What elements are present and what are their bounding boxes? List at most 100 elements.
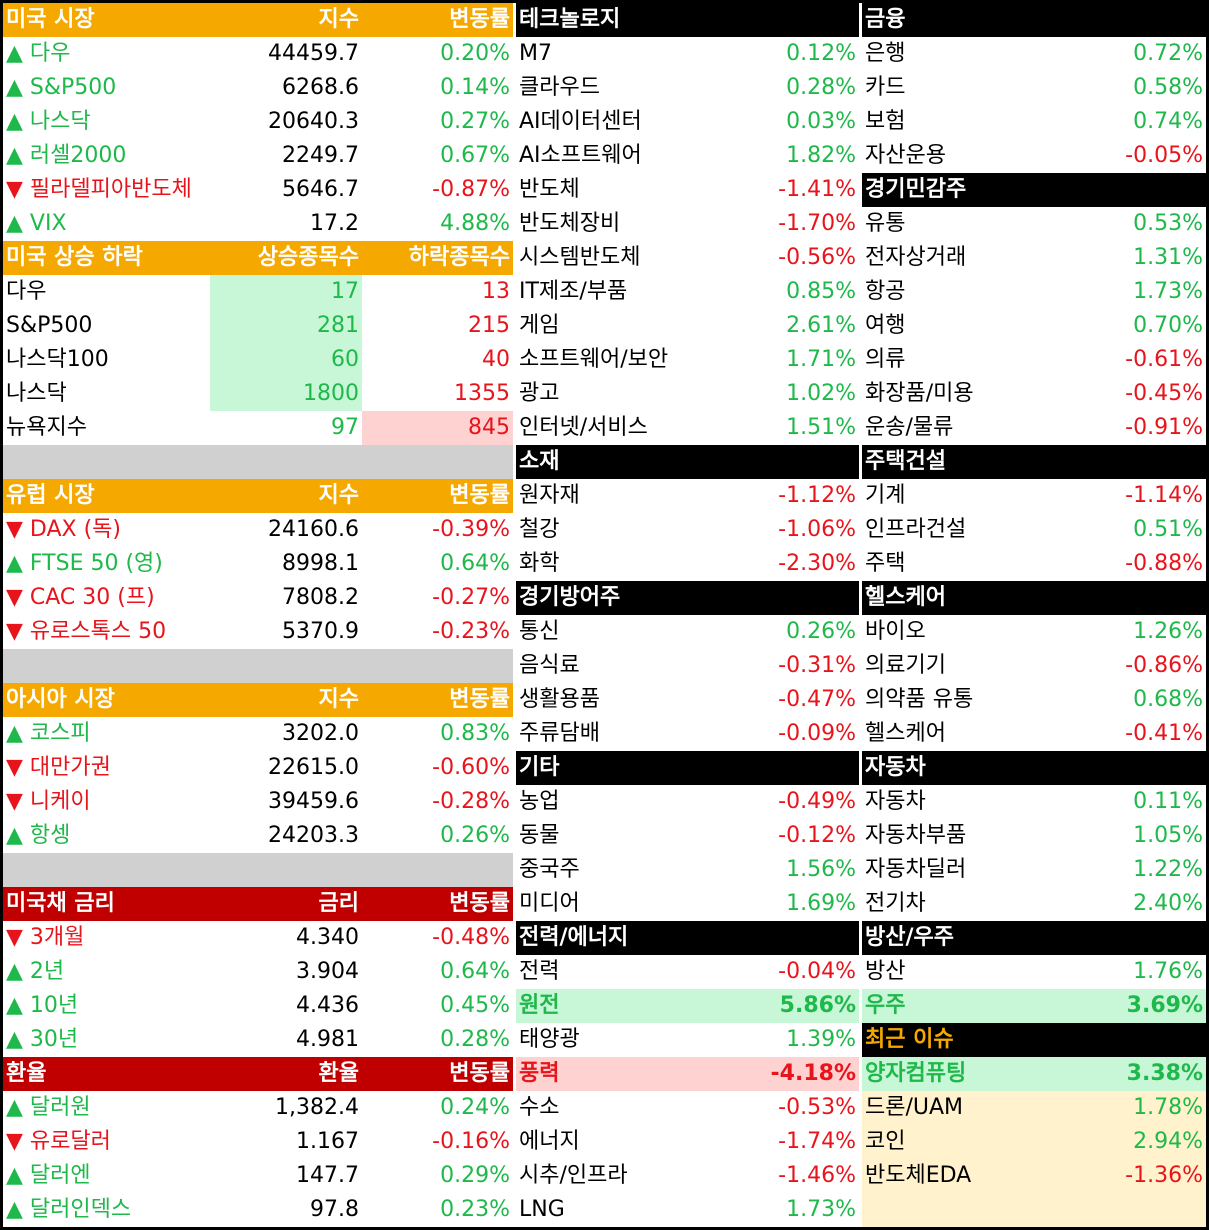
row-change: 0.51% — [1133, 517, 1203, 542]
row-change: -1.14% — [1125, 483, 1203, 508]
header-text: 하락종목수 — [408, 245, 510, 270]
up-count: 60 — [331, 347, 359, 372]
down-count: 40 — [482, 347, 510, 372]
row-change: -1.06% — [778, 517, 856, 542]
row-value: 4.981 — [296, 1027, 359, 1052]
section-header — [516, 581, 859, 615]
row-change: -0.05% — [1125, 143, 1203, 168]
row-name: ▼ DAX (독) — [6, 517, 121, 542]
row-name: AI소프트웨어 — [519, 143, 642, 168]
row-name: 태양광 — [519, 1027, 580, 1052]
row-change: 0.74% — [1133, 109, 1203, 134]
row-name: 기계 — [865, 483, 906, 508]
row-bg — [862, 1125, 1206, 1159]
row-name: 전자상거래 — [865, 245, 967, 270]
row-name: 반도체장비 — [519, 211, 621, 236]
row-name: 동물 — [519, 823, 560, 848]
header-text: 지수 — [318, 483, 359, 508]
row-bg — [862, 1159, 1206, 1193]
row-bg — [516, 1023, 859, 1057]
row-change: 1.31% — [1133, 245, 1203, 270]
section-header — [3, 683, 513, 717]
header-text: 환율 — [6, 1061, 47, 1086]
spacer — [3, 649, 513, 683]
header-text: 자동차 — [865, 755, 926, 780]
row-value: 39459.6 — [268, 789, 359, 814]
row-change: -0.41% — [1125, 721, 1203, 746]
header-text: 방산/우주 — [865, 925, 954, 950]
row-change: 0.45% — [440, 993, 510, 1018]
header-text: 유럽 시장 — [6, 483, 95, 508]
header-text: 지수 — [318, 7, 359, 32]
row-change: 0.85% — [786, 279, 856, 304]
count-bg — [210, 411, 362, 445]
row-value: 6268.6 — [282, 75, 359, 100]
row-name: ▼ 대만가권 — [6, 755, 111, 780]
row-name: 시스템반도체 — [519, 245, 641, 270]
row-name: 나스닥100 — [6, 347, 109, 372]
header-text: 주택건설 — [865, 449, 946, 474]
row-change: 1.39% — [786, 1027, 856, 1052]
section-header — [862, 1023, 1206, 1057]
header-text: 미국 상승 하락 — [6, 245, 143, 270]
header-text: 금융 — [865, 7, 906, 32]
row-name: 중국주 — [519, 857, 580, 882]
row-change: -0.88% — [1125, 551, 1203, 576]
row-change: 0.28% — [440, 1027, 510, 1052]
row-change: 0.58% — [1133, 75, 1203, 100]
row-name: 보험 — [865, 109, 906, 134]
row-value: 5646.7 — [282, 177, 359, 202]
row-change: 1.26% — [1133, 619, 1203, 644]
row-name: ▲ 10년 — [6, 993, 79, 1018]
row-change: -0.49% — [778, 789, 856, 814]
row-name: 드론/UAM — [865, 1095, 964, 1120]
count-bg — [362, 309, 513, 343]
row-value: 44459.7 — [268, 41, 359, 66]
row-bg — [516, 1159, 859, 1193]
row-change: 0.12% — [786, 41, 856, 66]
row-bg — [862, 1193, 1206, 1227]
row-change: 1.56% — [786, 857, 856, 882]
row-value: 8998.1 — [282, 551, 359, 576]
header-text: 경기방어주 — [519, 585, 621, 610]
count-bg — [210, 343, 362, 377]
row-name: 자동차 — [865, 789, 926, 814]
row-name: ▲ 러셀2000 — [6, 143, 127, 168]
row-name: 원자재 — [519, 483, 580, 508]
row-name: ▲ 30년 — [6, 1027, 79, 1052]
row-bg — [516, 955, 859, 989]
row-change: 0.64% — [440, 959, 510, 984]
row-change: 3.38% — [1126, 1061, 1203, 1086]
row-name: 게임 — [519, 313, 560, 338]
up-count: 97 — [331, 415, 359, 440]
row-name: ▲ 달러원 — [6, 1095, 91, 1120]
row-name: 우주 — [865, 993, 906, 1018]
row-name: ▲ 달러엔 — [6, 1163, 91, 1188]
row-name: S&P500 — [6, 313, 93, 338]
row-change: 0.23% — [440, 1197, 510, 1222]
row-name: 항공 — [865, 279, 906, 304]
header-text: 소재 — [519, 449, 560, 474]
count-bg — [210, 377, 362, 411]
row-change: 1.69% — [786, 891, 856, 916]
row-change: -0.39% — [432, 517, 510, 542]
header-text: 상승종목수 — [257, 245, 359, 270]
up-count: 1800 — [303, 381, 359, 406]
row-name: 전력 — [519, 959, 560, 984]
row-name: 미디어 — [519, 891, 580, 916]
row-change: -1.74% — [778, 1129, 856, 1154]
header-text: 전력/에너지 — [519, 925, 629, 950]
count-bg — [210, 309, 362, 343]
row-value: 4.436 — [296, 993, 359, 1018]
spacer — [3, 445, 513, 479]
row-name: 의류 — [865, 347, 906, 372]
section-header — [862, 751, 1206, 785]
header-text: 변동률 — [449, 483, 510, 508]
row-change: 2.94% — [1133, 1129, 1203, 1154]
row-name: 유통 — [865, 211, 906, 236]
row-bg — [516, 1091, 859, 1125]
row-name: 바이오 — [865, 619, 926, 644]
row-value: 5370.9 — [282, 619, 359, 644]
row-name: 인터넷/서비스 — [519, 415, 648, 440]
row-name: AI데이터센터 — [519, 109, 642, 134]
